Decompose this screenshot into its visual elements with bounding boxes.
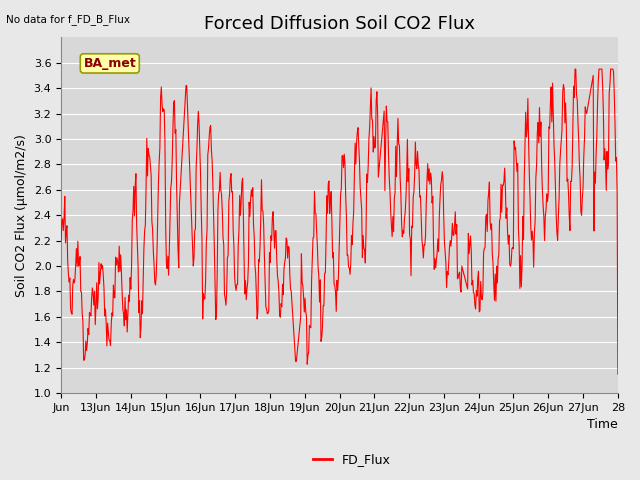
Text: BA_met: BA_met <box>83 57 136 70</box>
Y-axis label: Soil CO2 Flux (μmol/m2/s): Soil CO2 Flux (μmol/m2/s) <box>15 134 28 297</box>
X-axis label: Time: Time <box>587 419 618 432</box>
Title: Forced Diffusion Soil CO2 Flux: Forced Diffusion Soil CO2 Flux <box>204 15 475 33</box>
Text: No data for f_FD_B_Flux: No data for f_FD_B_Flux <box>6 14 131 25</box>
Legend: FD_Flux: FD_Flux <box>308 448 396 471</box>
